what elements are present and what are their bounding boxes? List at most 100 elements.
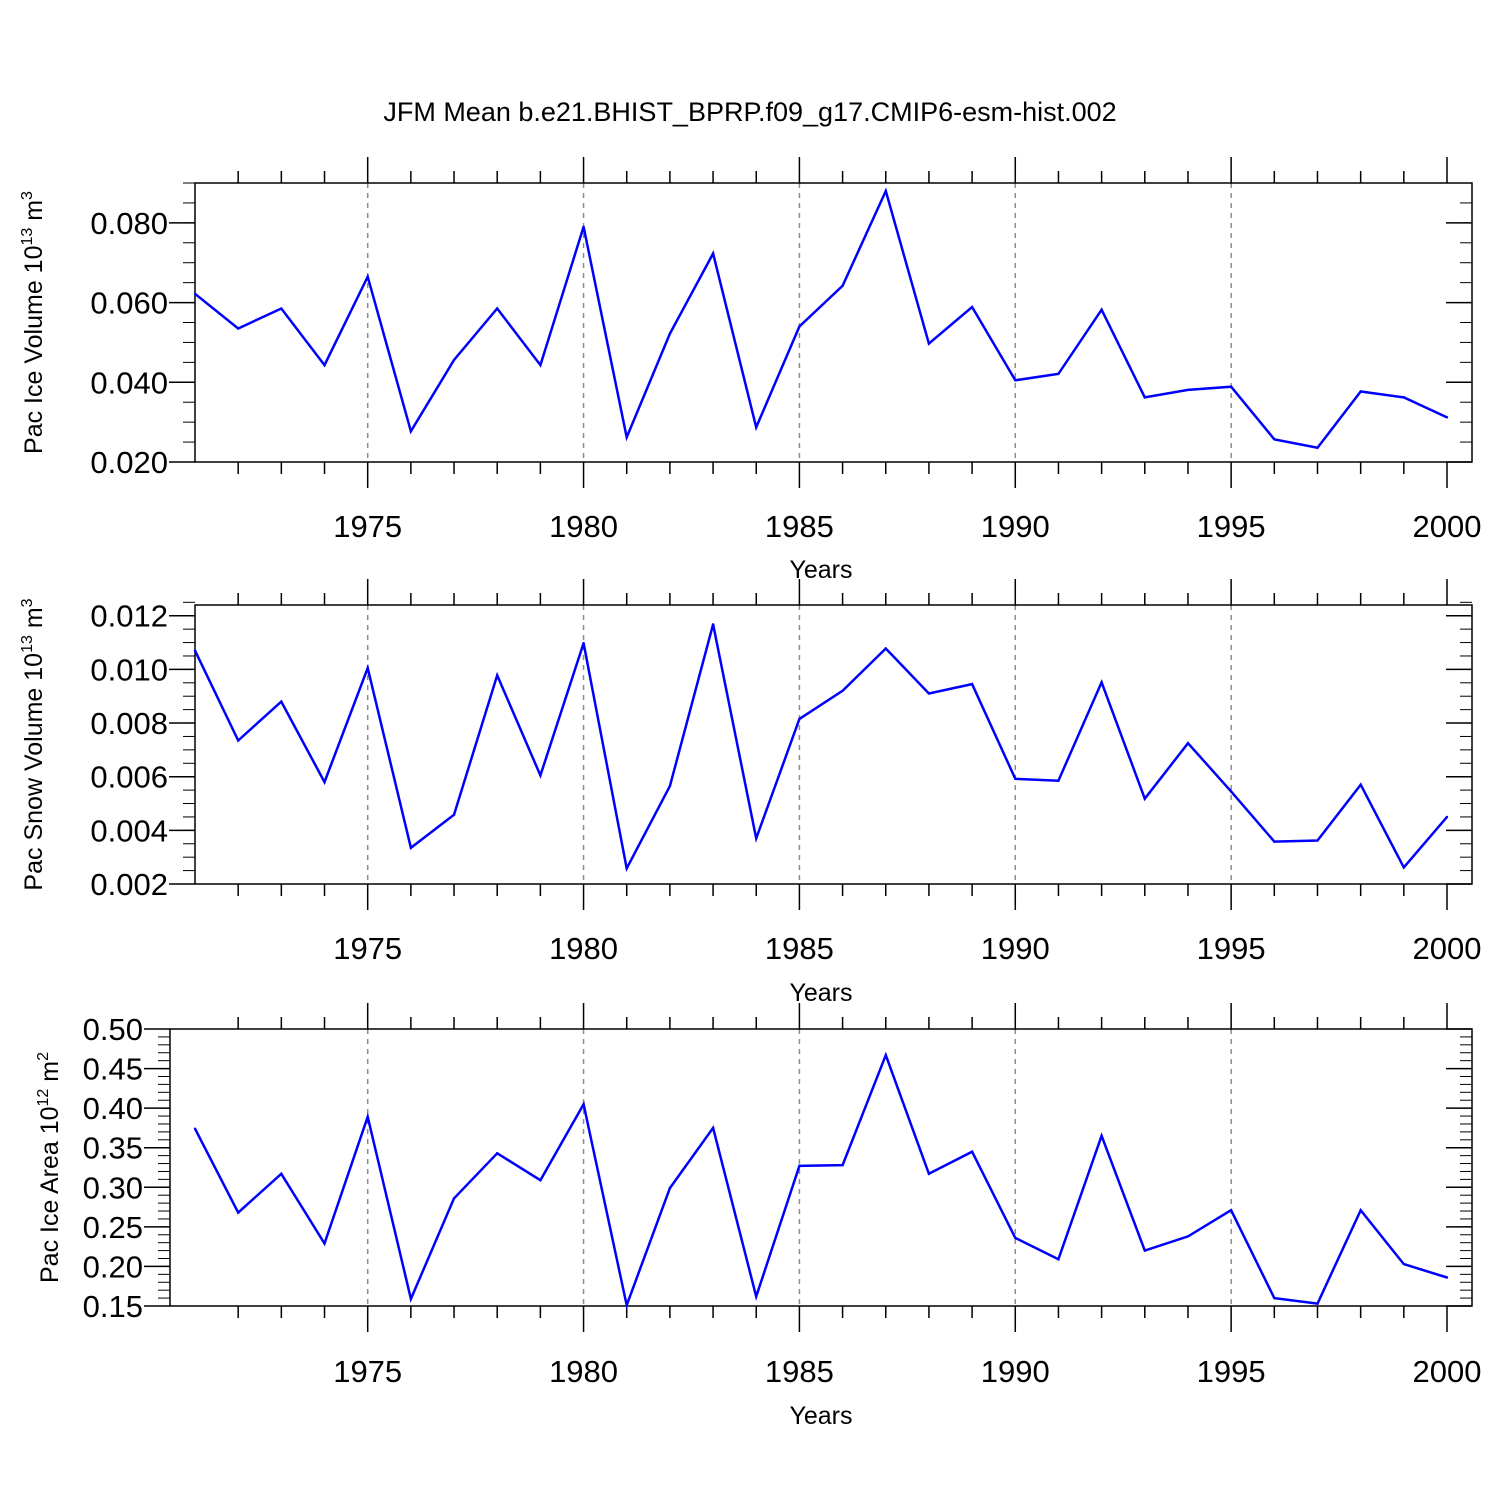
data-point-1972 bbox=[236, 1211, 240, 1214]
data-point-1980 bbox=[582, 641, 585, 645]
data-point-1971 bbox=[193, 649, 197, 652]
data-point-1972 bbox=[236, 327, 240, 330]
plot-frame bbox=[194, 604, 1473, 885]
y-tick-label: 0.45 bbox=[83, 1052, 143, 1087]
y-tick-label: 0.50 bbox=[83, 1012, 143, 1047]
data-point-1999 bbox=[1402, 1262, 1406, 1266]
data-point-2000 bbox=[1445, 815, 1449, 819]
data-point-1977 bbox=[452, 358, 456, 362]
data-point-1990 bbox=[1014, 1236, 1017, 1240]
panel-pac-ice-area: 0.15 0.20 0.25 0.30 0.35 0.40 0.45 0.50 1975 1980… bbox=[35, 1003, 1481, 1430]
y-tick-label: 0.40 bbox=[83, 1091, 143, 1126]
y-axis-label-exponent: 12 bbox=[35, 1089, 52, 1107]
data-point-1979 bbox=[539, 363, 542, 367]
y-axis-label-unit: m bbox=[20, 200, 48, 228]
series-line-pac-snow-volume bbox=[193, 623, 1448, 873]
data-point-1974 bbox=[323, 780, 326, 784]
x-tick-label: 1990 bbox=[981, 509, 1050, 544]
data-point-1990 bbox=[1014, 379, 1017, 382]
data-point-1989 bbox=[970, 1150, 974, 1153]
y-axis-label-unit-exponent: 2 bbox=[35, 1052, 52, 1061]
data-point-1986 bbox=[841, 1163, 844, 1167]
data-point-1982 bbox=[668, 784, 672, 788]
data-point-1975 bbox=[366, 1115, 369, 1119]
data-point-1973 bbox=[280, 700, 283, 703]
y-axis-label-text: Pac Snow Volume 10 bbox=[20, 653, 48, 891]
data-point-1997 bbox=[1316, 446, 1319, 449]
data-point-1984 bbox=[755, 1295, 758, 1298]
y-tick-label: 0.006 bbox=[90, 760, 168, 795]
data-point-1976 bbox=[409, 846, 413, 849]
x-tick-label: 1990 bbox=[981, 1354, 1050, 1389]
data-point-1984 bbox=[755, 426, 758, 429]
y-tick-label: 0.020 bbox=[90, 445, 168, 480]
data-point-1994 bbox=[1186, 741, 1190, 745]
y-tick-label: 0.010 bbox=[90, 652, 168, 687]
data-point-1999 bbox=[1402, 396, 1406, 399]
y-axis-label: Pac Ice Volume 1013 m3 bbox=[19, 191, 48, 454]
data-point-1975 bbox=[366, 666, 369, 670]
data-point-1995 bbox=[1229, 790, 1233, 793]
data-point-1983 bbox=[711, 1126, 715, 1130]
data-point-1995 bbox=[1229, 1209, 1233, 1212]
data-point-1989 bbox=[970, 305, 974, 309]
x-tick-label: 1995 bbox=[1197, 931, 1266, 966]
series-line-pac-ice-area bbox=[193, 1051, 1448, 1310]
data-point-1997 bbox=[1316, 1302, 1319, 1305]
data-point-1996 bbox=[1273, 438, 1276, 441]
data-point-1978 bbox=[496, 674, 499, 677]
x-tick-label: 1995 bbox=[1197, 1354, 1266, 1389]
panel-pac-ice-volume: 0.020 0.040 0.060 0.080 1975 1980 1985 1990 1995… bbox=[19, 157, 1481, 584]
data-point-1975 bbox=[366, 275, 369, 278]
data-point-1983 bbox=[711, 623, 715, 626]
data-point-1972 bbox=[236, 739, 240, 742]
data-point-1979 bbox=[539, 774, 542, 777]
x-tick-label: 2000 bbox=[1413, 931, 1482, 966]
data-point-1982 bbox=[668, 1186, 672, 1190]
data-point-1993 bbox=[1143, 797, 1146, 800]
y-axis-label-unit-exponent: 3 bbox=[19, 191, 36, 200]
y-tick-label: 0.012 bbox=[90, 599, 168, 634]
data-point-1998 bbox=[1359, 1209, 1362, 1212]
panel-pac-snow-volume: 0.002 0.004 0.006 0.008 0.010 0.012 1975 1980 19… bbox=[19, 579, 1481, 1007]
data-point-1981 bbox=[625, 867, 628, 870]
data-point-1991 bbox=[1057, 1258, 1060, 1261]
data-point-1989 bbox=[970, 682, 974, 686]
data-point-1973 bbox=[280, 1172, 283, 1176]
figure-title: JFM Mean b.e21.BHIST_BPRP.f09_g17.CMIP6-… bbox=[383, 97, 1116, 127]
data-point-1979 bbox=[539, 1178, 542, 1182]
data-point-1994 bbox=[1186, 388, 1190, 392]
x-tick-label: 1980 bbox=[549, 931, 618, 966]
data-point-1982 bbox=[668, 332, 672, 335]
x-tick-label: 2000 bbox=[1413, 1354, 1482, 1389]
data-point-1987 bbox=[884, 189, 887, 193]
x-axis-label: Years bbox=[789, 979, 852, 1007]
data-point-1980 bbox=[582, 225, 585, 229]
data-point-1973 bbox=[280, 307, 283, 310]
x-tick-label: 1995 bbox=[1197, 509, 1266, 544]
data-point-1977 bbox=[452, 1197, 456, 1200]
x-tick-label: 1985 bbox=[765, 1354, 834, 1389]
data-point-1981 bbox=[625, 436, 628, 439]
y-tick-label: 0.25 bbox=[83, 1210, 143, 1245]
data-point-1990 bbox=[1014, 777, 1017, 781]
data-point-1974 bbox=[323, 1242, 326, 1245]
data-point-1987 bbox=[884, 1053, 887, 1057]
data-point-1992 bbox=[1100, 681, 1103, 684]
x-tick-label: 1990 bbox=[981, 931, 1050, 966]
data-point-1980 bbox=[582, 1102, 585, 1106]
data-point-1988 bbox=[927, 1172, 931, 1176]
data-point-1988 bbox=[927, 342, 931, 345]
data-point-2000 bbox=[1445, 416, 1449, 419]
data-point-1998 bbox=[1359, 390, 1362, 393]
y-axis-label: Pac Snow Volume 1013 m3 bbox=[19, 598, 48, 890]
y-axis-label-exponent: 13 bbox=[19, 228, 36, 246]
data-point-1971 bbox=[193, 1127, 197, 1130]
data-point-1971 bbox=[193, 292, 197, 296]
data-point-1976 bbox=[409, 430, 413, 433]
data-point-2000 bbox=[1445, 1276, 1449, 1279]
data-point-1996 bbox=[1273, 840, 1276, 843]
data-point-1993 bbox=[1143, 1249, 1146, 1252]
data-point-1985 bbox=[798, 717, 801, 721]
